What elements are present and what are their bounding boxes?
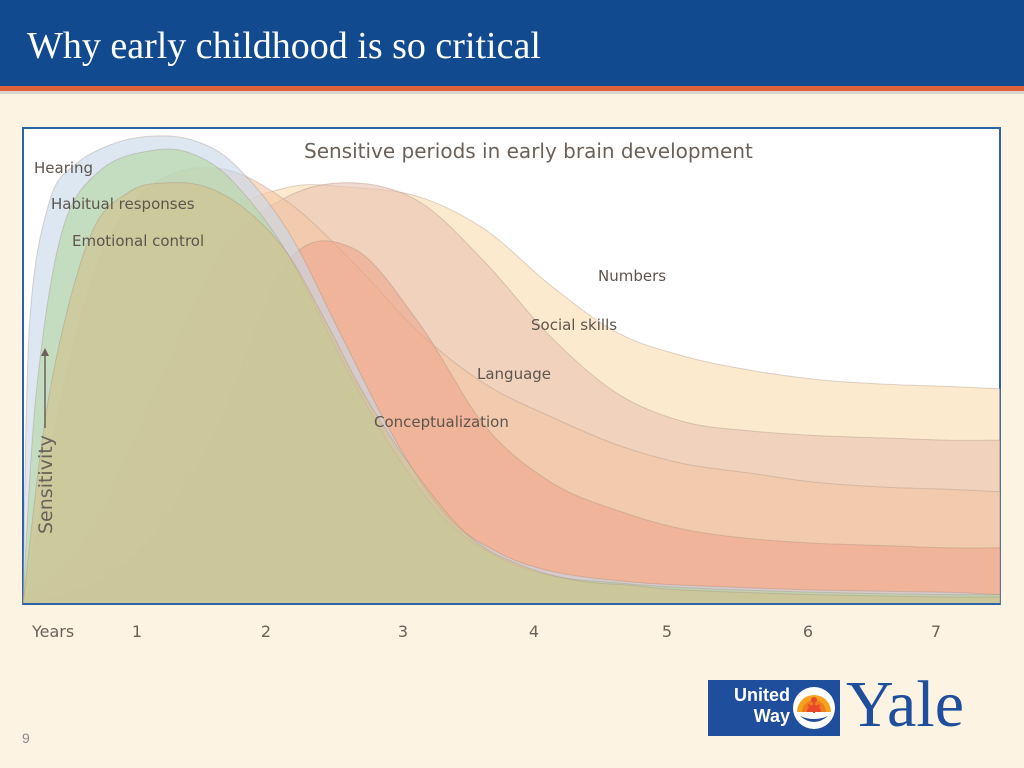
x-tick-label-2: 2 [261,622,271,641]
header-accent-rule [0,86,1024,91]
series-label-conceptualization: Conceptualization [374,413,509,431]
partner-logos: United Way Yale [708,670,998,740]
x-tick-label-4: 4 [529,622,539,641]
series-label-social-skills: Social skills [531,316,617,334]
y-axis-label-group: Sensitivity [35,348,57,534]
x-tick-label-5: 5 [662,622,672,641]
yale-wordmark: Yale [846,668,964,741]
united-way-emblem-icon [793,687,835,729]
x-tick-label-3: 3 [398,622,408,641]
series-label-emotional-control: Emotional control [72,232,204,250]
sensitive-periods-chart: Sensitive periods in early brain develop… [21,127,1001,641]
x-tick-labels: 1 2 3 4 5 6 7 [132,622,941,641]
slide-title: Why early childhood is so critical [27,25,541,67]
y-axis-arrow-head [41,348,49,356]
x-tick-label-6: 6 [803,622,813,641]
series-label-habitual-responses: Habitual responses [51,195,195,213]
chart-title: Sensitive periods in early brain develop… [304,139,753,163]
x-tick-label-1: 1 [132,622,142,641]
page-number: 9 [22,730,30,746]
y-axis-label: Sensitivity [35,435,57,534]
united-way-wordmark: United Way [734,685,790,726]
x-axis-label: Years [31,622,74,641]
series-area-emotional-control [22,182,1001,605]
united-way-logo: United Way [708,680,840,736]
series-label-numbers: Numbers [598,267,666,285]
series-label-language: Language [477,365,551,383]
series-labels: Numbers Social skills Language Conceptualiz… [34,159,666,431]
series-label-hearing: Hearing [34,159,93,177]
slide-header: Why early childhood is so critical [0,0,1024,86]
series-areas [21,135,1001,605]
header-divider [0,91,1024,94]
x-tick-label-7: 7 [931,622,941,641]
